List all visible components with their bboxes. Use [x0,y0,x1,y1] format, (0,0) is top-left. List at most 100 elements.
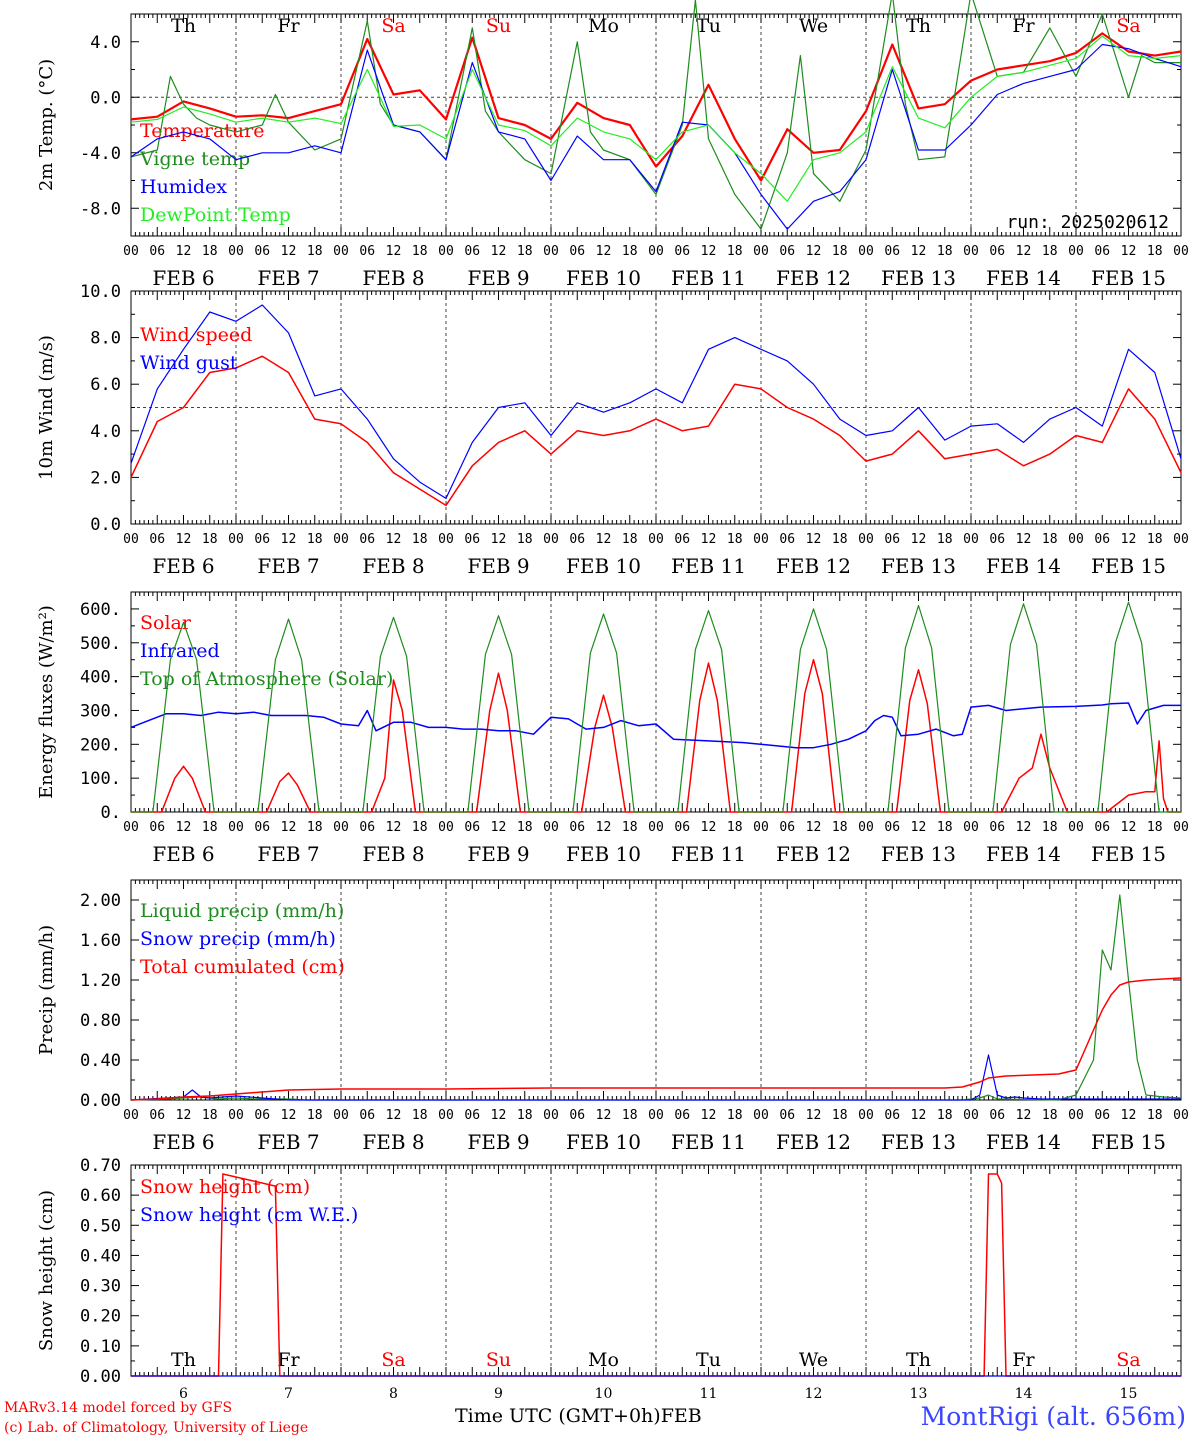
hour-tick-label: 00 [963,1108,979,1123]
hour-tick-label: 18 [727,1108,743,1123]
hour-tick-label: 18 [622,532,638,547]
y-tick-label: 4.0 [90,422,121,442]
day-number-label: 13 [910,1386,928,1402]
hour-tick-label: 06 [989,820,1005,835]
hour-tick-label: 12 [491,244,507,259]
hour-tick-label: 12 [1016,532,1032,547]
legend-entry: Infrared [140,640,220,662]
hour-tick-label: 06 [464,1108,480,1123]
hour-tick-label: 18 [937,1108,953,1123]
y-tick-label: 0.00 [80,1367,121,1387]
hour-tick-label: 00 [858,1108,874,1123]
hour-tick-label: 18 [307,820,323,835]
hour-tick-label: 00 [543,1108,559,1123]
hour-tick-label: 00 [333,532,349,547]
day-number-label: 12 [805,1386,823,1402]
hour-tick-label: 06 [989,1108,1005,1123]
y-tick-label: 0.70 [80,1156,121,1176]
hour-tick-label: 18 [307,1108,323,1123]
date-label: FEB 9 [467,842,529,866]
hour-tick-label: 00 [648,820,664,835]
hour-tick-label: 06 [464,820,480,835]
legend-entry: Top of Atmosphere (Solar) [140,668,393,690]
y-axis-label: 2m Temp. (°C) [36,59,57,191]
hour-tick-label: 18 [832,820,848,835]
hour-tick-label: 00 [753,244,769,259]
series-line-precip-0 [130,894,1182,1101]
series-line-temperature-3 [130,35,1182,202]
date-label: FEB 11 [671,554,746,578]
y-axis-label: Energy fluxes (W/m²) [36,605,57,799]
hour-tick-label: 12 [911,244,927,259]
date-label: FEB 11 [671,1130,746,1154]
hour-tick-label: 18 [412,244,428,259]
date-label: FEB 9 [467,554,529,578]
date-label: FEB 7 [257,554,319,578]
day-number-label: 8 [389,1386,398,1402]
hour-tick-label: 00 [1173,244,1189,259]
hour-tick-label: 00 [123,820,139,835]
series-line-energy-0 [131,658,1181,813]
hour-tick-label: 00 [963,820,979,835]
hour-tick-label: 18 [937,820,953,835]
hour-tick-label: 06 [254,820,270,835]
series-line-temperature-2 [130,43,1182,230]
hour-tick-label: 06 [254,244,270,259]
hour-tick-label: 12 [386,532,402,547]
y-tick-label: 10.0 [80,282,121,302]
hour-tick-label: 18 [727,532,743,547]
x-axis-title: Time UTC (GMT+0h)FEB [455,1405,702,1427]
y-tick-label: 0.40 [80,1051,121,1071]
hour-tick-label: 12 [176,820,192,835]
hour-tick-label: 18 [517,532,533,547]
hour-tick-label: 12 [1016,1108,1032,1123]
weekday-label: Sa [1116,1349,1140,1371]
date-label: FEB 13 [881,1130,956,1154]
hour-tick-label: 12 [911,1108,927,1123]
hour-tick-label: 18 [307,532,323,547]
y-tick-label: 0.80 [80,1011,121,1031]
day-number-label: 14 [1015,1386,1033,1402]
hour-tick-label: 06 [359,1108,375,1123]
hour-tick-label: 18 [1042,1108,1058,1123]
hour-tick-label: 06 [989,532,1005,547]
date-label: FEB 15 [1091,266,1166,290]
weekday-label: Su [486,15,511,37]
day-number-label: 6 [179,1386,188,1402]
hour-tick-label: 18 [832,1108,848,1123]
hour-tick-label: 12 [596,820,612,835]
y-tick-label: 8.0 [90,329,121,349]
weekday-label: Fr [1012,1349,1035,1371]
legend-entry: Wind gust [140,352,238,374]
hour-tick-label: 18 [517,244,533,259]
hour-tick-label: 00 [333,1108,349,1123]
hour-tick-label: 12 [701,532,717,547]
date-label: FEB 8 [362,554,424,578]
weekday-label: Sa [381,1349,405,1371]
hour-tick-label: 12 [1121,1108,1137,1123]
date-label: FEB 10 [566,266,641,290]
hour-tick-label: 12 [1016,244,1032,259]
model-credit: MARv3.14 model forced by GFS [4,1400,233,1416]
hour-tick-label: 00 [543,532,559,547]
date-label: FEB 9 [467,266,529,290]
copyright-credit: (c) Lab. of Climatology, University of L… [4,1420,309,1436]
date-label: FEB 10 [566,842,641,866]
y-tick-label: 400. [80,668,121,688]
hour-tick-label: 12 [176,532,192,547]
hour-tick-label: 12 [281,244,297,259]
y-tick-label: 6.0 [90,375,121,395]
y-tick-label: 0.50 [80,1216,121,1236]
y-tick-label: 0.40 [80,1246,121,1266]
hour-tick-label: 06 [989,244,1005,259]
hour-tick-label: 18 [727,244,743,259]
hour-tick-label: 12 [1121,532,1137,547]
series-line-energy-2 [131,601,1181,813]
hour-tick-label: 06 [779,1108,795,1123]
y-tick-label: 200. [80,735,121,755]
hour-tick-label: 18 [1042,244,1058,259]
hour-tick-label: 06 [779,532,795,547]
hour-tick-label: 18 [1042,532,1058,547]
weekday-label: Sa [381,15,405,37]
legend-entry: Temperature [140,120,264,142]
